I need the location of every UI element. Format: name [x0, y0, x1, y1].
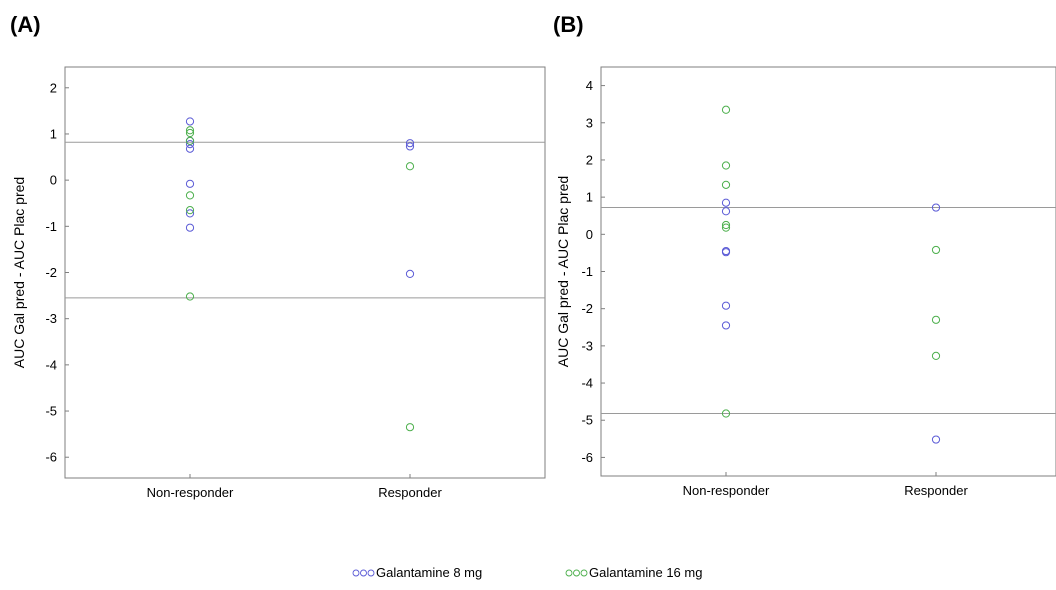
data-point — [185, 140, 195, 149]
legend-marker — [367, 569, 375, 577]
legend-marker — [360, 569, 367, 577]
y-tick-label: -3 — [581, 338, 593, 353]
data-point — [185, 128, 195, 138]
data-point — [721, 220, 731, 230]
data-point — [721, 223, 731, 232]
data-point — [721, 207, 731, 216]
y-tick-label: -6 — [45, 450, 57, 465]
data-point — [185, 179, 195, 188]
data-point — [185, 292, 195, 301]
y-tick-label: -2 — [581, 301, 593, 316]
y-tick-label: 1 — [586, 190, 593, 205]
data-point — [721, 248, 731, 257]
data-point — [931, 315, 941, 324]
legend: Galantamine 8 mg Galantamine 16 mg — [352, 565, 702, 580]
data-point — [185, 136, 195, 145]
legend-label: Galantamine 16 mg — [589, 565, 702, 580]
chart-panel-1: (B) 4 3 2 1 0 -1 -2 -3 -4 -5 -6 Non-responder Respond… — [553, 12, 1056, 498]
data-point — [931, 245, 941, 255]
y-tick-label: -4 — [45, 357, 57, 372]
data-point — [405, 269, 415, 278]
x-tick-label: Responder — [904, 483, 968, 498]
data-point — [931, 351, 941, 361]
x-tick-label: Responder — [378, 485, 442, 500]
y-axis-title: AUC Gal pred - AUC Plac pred — [11, 177, 27, 368]
plot-frame — [64, 66, 546, 479]
y-tick-label: -5 — [45, 404, 57, 419]
data-point — [405, 142, 415, 151]
y-tick-label: -4 — [581, 376, 593, 391]
y-tick-label: 3 — [586, 115, 593, 130]
y-tick-label: 0 — [586, 227, 593, 242]
y-tick-label: 1 — [50, 126, 57, 141]
data-point — [721, 409, 731, 418]
y-tick-label: -1 — [45, 219, 57, 234]
x-tick-label: Non-responder — [683, 483, 770, 498]
legend-marker — [573, 569, 580, 577]
data-point — [721, 198, 731, 207]
data-point — [185, 209, 195, 218]
panel-label: (B) — [553, 12, 584, 37]
data-point — [185, 206, 195, 215]
panel-label: (A) — [10, 12, 41, 37]
data-point — [405, 162, 415, 171]
y-axis-title: AUC Gal pred - AUC Plac pred — [555, 176, 571, 367]
data-point — [721, 321, 731, 330]
chart-panel-0: (A) 2 1 0 -1 -2 -3 -4 -5 -6 Non-responder Responder… — [10, 12, 546, 500]
y-tick-label: 0 — [50, 173, 57, 188]
legend-marker — [352, 569, 360, 577]
data-point — [185, 144, 195, 153]
x-tick-label: Non-responder — [147, 485, 234, 500]
y-tick-label: -5 — [581, 413, 593, 428]
legend-label: Galantamine 8 mg — [376, 565, 482, 580]
y-tick-label: -1 — [581, 264, 593, 279]
y-tick-label: 4 — [586, 78, 593, 93]
y-tick-label: -3 — [45, 311, 57, 326]
y-tick-label: 2 — [586, 152, 593, 167]
data-point — [721, 301, 731, 310]
data-point — [185, 126, 195, 135]
legend-marker — [580, 569, 588, 577]
data-point — [405, 423, 415, 432]
data-point — [721, 105, 731, 114]
plot-frame — [600, 66, 1056, 477]
data-point — [185, 117, 195, 126]
data-point — [721, 180, 731, 189]
y-tick-label: -2 — [45, 265, 57, 280]
y-tick-label: -6 — [581, 450, 593, 465]
legend-marker — [565, 569, 573, 577]
data-point — [185, 223, 195, 232]
data-point — [405, 139, 415, 148]
data-point — [931, 203, 941, 212]
y-tick-label: 2 — [50, 80, 57, 95]
data-point — [721, 161, 731, 170]
data-point — [931, 435, 941, 444]
data-point — [185, 191, 195, 200]
